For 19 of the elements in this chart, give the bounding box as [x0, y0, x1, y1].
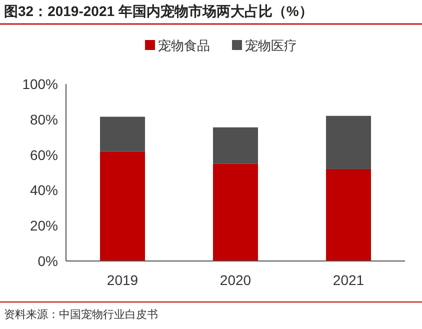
y-tick-label: 80% [30, 111, 58, 128]
chart-title: 图32：2019-2021 年国内宠物市场两大占比（%） [4, 3, 313, 19]
text: 资料来源：中国宠物行业白皮书 [4, 308, 158, 321]
x-tick-label: 2020 [220, 272, 252, 288]
y-tick-label: 0% [38, 253, 58, 269]
bar [100, 116, 145, 152]
bar [213, 164, 258, 261]
y-tick-label: 20% [30, 218, 58, 234]
y-tick-label: 100% [22, 76, 58, 92]
bar [213, 127, 258, 164]
legend-label: 宠物医疗 [245, 38, 297, 53]
x-tick-label: 2021 [332, 272, 364, 288]
bar [100, 151, 145, 261]
x-tick-label: 2019 [106, 272, 138, 288]
bar [326, 168, 371, 261]
legend-label: 宠物食品 [158, 38, 210, 53]
y-tick-label: 40% [30, 182, 58, 198]
y-tick-label: 60% [30, 146, 58, 163]
bar [326, 116, 371, 169]
